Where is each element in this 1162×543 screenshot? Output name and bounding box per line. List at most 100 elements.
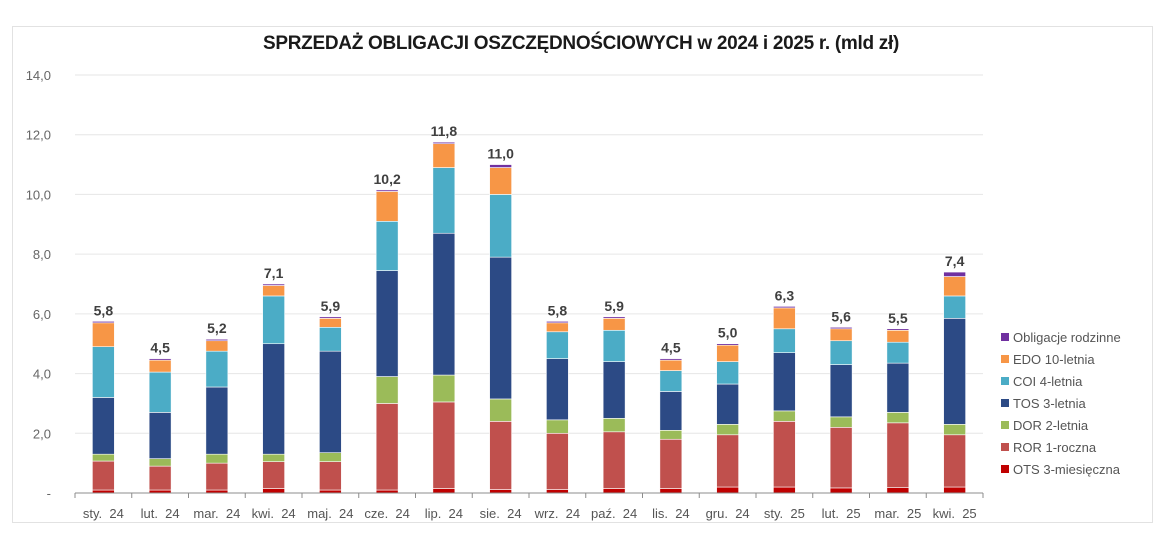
bar-segment <box>943 276 966 297</box>
total-label: 5,6 <box>831 308 851 324</box>
x-tick-label: sty. 24 <box>83 506 124 521</box>
bar-segment <box>432 401 456 489</box>
bar-segment <box>92 322 115 348</box>
bar-segment <box>886 341 910 364</box>
x-tick-label: paź. 24 <box>591 506 637 521</box>
bar-segment <box>375 376 399 404</box>
bar-segment <box>886 328 910 331</box>
bar-stack <box>205 338 229 494</box>
bar-segment <box>943 434 966 488</box>
bar-segment <box>92 321 115 324</box>
bar-segment <box>943 486 966 494</box>
bar-stack <box>262 283 285 494</box>
bar-stack <box>432 141 456 494</box>
bar-segment <box>205 338 229 342</box>
bar-segment <box>546 358 569 421</box>
bar-segment <box>773 307 796 330</box>
bar-stack <box>148 358 172 494</box>
x-tick-label: maj. 24 <box>307 506 353 521</box>
bar-segment <box>432 167 456 234</box>
x-axis: sty. 24 lut. 24 mar. 24 kwi. 24 maj. 24 cze. … <box>74 492 984 521</box>
bar-segment <box>262 295 285 345</box>
bar-segment <box>262 343 285 455</box>
bar-segment <box>489 398 512 422</box>
x-tick-label: wrz. 24 <box>534 506 581 521</box>
bar-segment <box>262 283 285 286</box>
total-label: 5,8 <box>548 302 568 318</box>
bar-segment <box>546 331 569 359</box>
bar-stack <box>319 316 342 494</box>
bar-segment <box>489 194 512 258</box>
legend-item: Obligacje rodzinne <box>1001 326 1121 348</box>
bar-segment <box>829 427 853 489</box>
x-tick-label: sie. 24 <box>480 506 522 521</box>
bar-segment <box>886 362 910 413</box>
legend-item: OTS 3-miesięczna <box>1001 458 1121 480</box>
legend-label: DOR 2-letnia <box>1013 417 1089 433</box>
bar-segment <box>602 488 626 494</box>
bar-stack <box>489 164 512 494</box>
bar-segment <box>716 434 739 488</box>
bar-segment <box>773 328 796 353</box>
bar-segment <box>602 361 626 419</box>
bar-segment <box>716 361 739 385</box>
bar-segment <box>375 189 399 192</box>
bar-segment <box>432 141 456 144</box>
bar-segment <box>773 421 796 488</box>
bar-segment <box>148 412 172 459</box>
x-tick-label: kwi. 25 <box>933 506 977 521</box>
bar-segment <box>148 465 172 491</box>
bar-segment <box>943 318 966 425</box>
bar-segment <box>829 416 853 428</box>
bar-segment <box>205 462 229 491</box>
bar-segment <box>205 350 229 388</box>
bar-segment <box>716 343 739 346</box>
bar-segment <box>262 285 285 297</box>
bar-segment <box>92 453 115 462</box>
y-tick-label: - <box>47 486 51 501</box>
bar-stack <box>659 358 683 494</box>
total-label: 5,9 <box>321 298 341 314</box>
bar-segment <box>489 421 512 490</box>
legend-item: DOR 2-letnia <box>1001 414 1121 436</box>
y-tick-label: 14,0 <box>26 68 51 83</box>
bar-segment <box>829 328 853 342</box>
bar-segment <box>489 256 512 400</box>
total-label: 5,9 <box>604 298 624 314</box>
bar-segment <box>602 318 626 331</box>
bar-segment <box>319 326 342 352</box>
legend-swatch <box>1001 443 1009 451</box>
bar-segment <box>943 424 966 436</box>
bar-segment <box>489 489 512 494</box>
bar-segment <box>886 487 910 494</box>
total-labels: 5,8 4,5 5,2 7,1 5,9 10,2 11,8 11,0 5,8 5,9 4,5 5,0 6… <box>94 123 965 355</box>
bar-segment <box>319 452 342 462</box>
bar-stack <box>375 189 399 494</box>
bar-segment <box>546 322 569 333</box>
bar-segment <box>546 321 569 324</box>
legend-label: Obligacje rodzinne <box>1013 329 1121 345</box>
legend-label: EDO 10-letnia <box>1013 351 1095 367</box>
bars <box>92 141 966 494</box>
bar-segment <box>659 359 683 371</box>
legend-swatch <box>1001 399 1009 407</box>
bar-segment <box>773 410 796 422</box>
bar-segment <box>262 461 285 489</box>
bar-segment <box>829 340 853 365</box>
total-label: 7,1 <box>264 265 284 281</box>
bar-segment <box>205 340 229 352</box>
bar-segment <box>716 486 739 494</box>
y-tick-label: 6,0 <box>33 307 51 322</box>
bar-segment <box>319 316 342 319</box>
bar-segment <box>602 329 626 362</box>
y-axis: - 2,0 4,0 6,0 8,0 10,0 12,0 14,0 <box>26 68 51 501</box>
bar-segment <box>92 397 115 455</box>
bar-segment <box>773 352 796 412</box>
bar-segment <box>659 488 683 494</box>
bar-stack <box>773 306 796 494</box>
bar-segment <box>716 383 739 425</box>
bar-segment <box>943 295 966 319</box>
bar-segment <box>829 326 853 330</box>
bar-segment <box>829 364 853 418</box>
